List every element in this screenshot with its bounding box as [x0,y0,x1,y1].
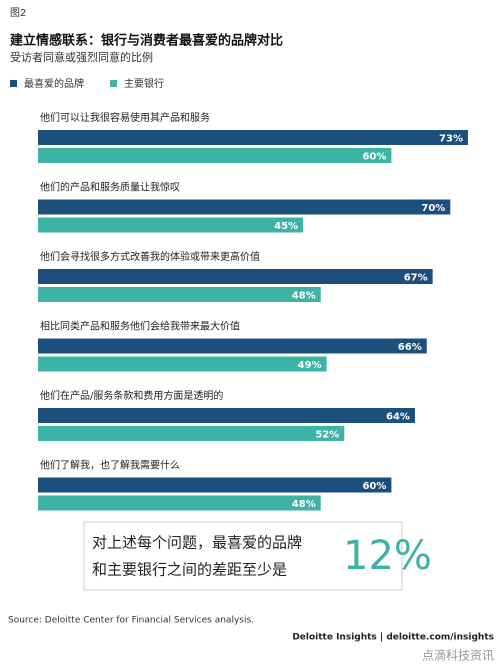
value-label: 45% [274,221,298,232]
bar [38,477,392,493]
value-label: 52% [315,430,339,441]
category-label: 他们在产品/服务条款和费用方面是透明的 [40,389,223,402]
chart-subtitle: 受访者同意或强烈同意的比例 [10,50,153,64]
bar [38,338,427,354]
value-label: 67% [404,273,428,284]
legend-label: 最喜爱的品牌 [24,77,84,90]
bar [38,287,321,302]
legend-swatch [10,80,17,87]
bar [38,495,321,511]
bar [38,269,433,284]
value-label: 66% [398,342,422,353]
callout-line: 和主要银行之间的差距至少是 [92,561,287,579]
callout-highlight: 12% [343,533,432,579]
footer: Deloitte Insights | deloitte.com/insight… [292,633,494,643]
value-label: 48% [292,291,316,302]
value-label: 49% [298,360,322,371]
category-label: 他们的产品和服务质量让我惊叹 [40,181,180,194]
callout-box [83,521,403,591]
bar [38,130,468,145]
bar [38,356,327,372]
value-label: 60% [362,152,386,163]
legend-swatch [110,80,117,87]
value-label: 64% [386,412,410,423]
value-label: 70% [421,203,445,214]
callout-line: 对上述每个问题，最喜爱的品牌 [92,534,302,552]
value-label: 73% [439,134,463,145]
source: Source: Deloitte Center for Financial Se… [8,616,254,626]
category-label: 他们会寻找很多方式改善我的体验或带来更高价值 [40,250,260,263]
category-label: 他们了解我，也了解我需要什么 [40,459,180,472]
bar [38,408,415,423]
legend-label: 主要银行 [124,77,164,90]
bar [38,426,345,441]
figure-label: 图2 [10,7,26,19]
chart-title: 建立情感联系：银行与消费者最喜爱的品牌对比 [10,33,283,49]
value-label: 48% [292,499,316,510]
bar [38,148,392,163]
watermark: 点滴科技资讯 [422,648,494,663]
bar [38,217,304,233]
category-label: 相比同类产品和服务他们会给我带来最大价值 [40,320,240,333]
value-label: 60% [362,481,386,492]
category-label: 他们可以让我很容易使用其产品和服务 [40,111,210,124]
bar [38,199,451,215]
